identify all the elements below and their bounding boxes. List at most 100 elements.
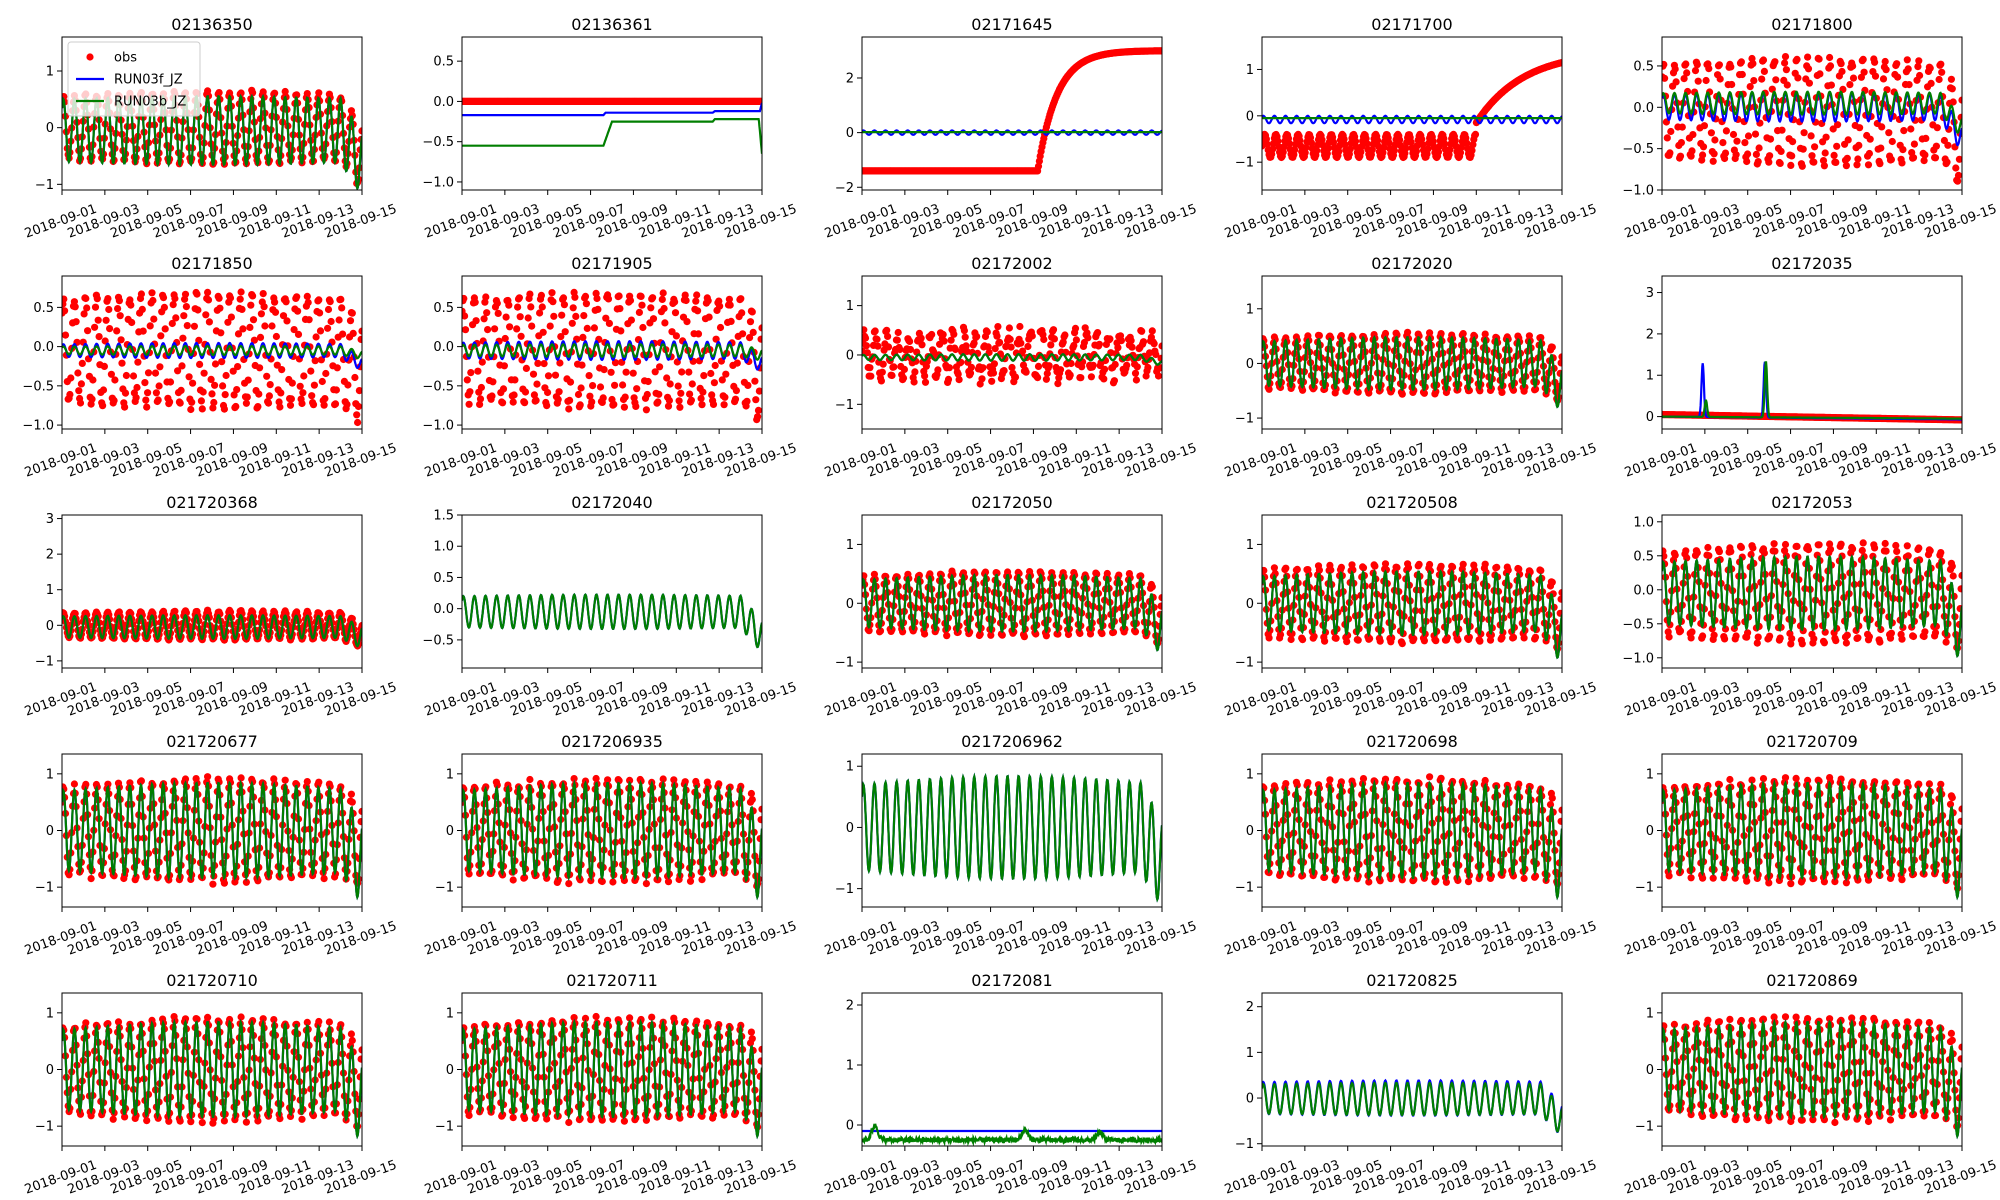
obs-point — [305, 316, 313, 324]
obs-point — [1313, 147, 1321, 155]
subplot-02172020: 02172020−1012018-09-012018-09-032018-09-… — [1223, 254, 1599, 481]
obs-point — [1359, 564, 1368, 572]
obs-point — [307, 367, 315, 375]
obs-point — [1008, 363, 1016, 372]
obs-point — [726, 301, 734, 309]
obs-point — [1705, 552, 1713, 560]
axes-frame — [1661, 36, 1963, 191]
obs-point — [1937, 60, 1945, 68]
obs-point — [983, 328, 991, 336]
y-tick-label: −1.0 — [22, 419, 54, 434]
obs-point — [278, 366, 286, 374]
obs-point — [721, 393, 729, 401]
obs-point — [862, 334, 870, 342]
obs-point — [110, 396, 118, 405]
obs-point — [574, 390, 583, 399]
obs-point — [243, 393, 251, 401]
obs-point — [1821, 149, 1829, 157]
obs-point — [332, 386, 340, 394]
obs-point — [867, 372, 875, 380]
obs-point — [1103, 569, 1111, 578]
obs-point — [1011, 373, 1020, 381]
obs-point — [358, 127, 362, 135]
obs-point — [566, 378, 575, 386]
obs-point — [1808, 152, 1816, 160]
obs-point — [166, 378, 175, 386]
obs-point — [1110, 377, 1118, 385]
obs-point — [1954, 177, 1962, 185]
obs-point — [1783, 81, 1791, 89]
obs-point — [744, 381, 752, 389]
obs-point — [287, 395, 295, 403]
obs-point — [1443, 634, 1451, 642]
obs-point — [1093, 570, 1101, 578]
obs-point — [132, 394, 140, 402]
obs-point — [1729, 130, 1738, 139]
obs-point — [626, 296, 635, 305]
obs-point — [1900, 127, 1908, 135]
obs-point — [1157, 354, 1162, 362]
subplot-02172040: 02172040−0.50.00.51.01.52018-09-012018-0… — [422, 493, 798, 720]
obs-point — [474, 367, 482, 375]
run03b-line — [1662, 90, 1962, 134]
obs-point — [733, 359, 741, 367]
obs-point — [1064, 630, 1073, 639]
obs-point — [1270, 564, 1278, 572]
obs-point — [1752, 150, 1760, 158]
obs-point — [1920, 157, 1928, 165]
obs-point — [1332, 634, 1340, 642]
axes-frame — [461, 36, 763, 191]
obs-point — [1931, 154, 1940, 162]
obs-point — [1393, 563, 1401, 572]
obs-point — [549, 298, 557, 306]
obs-point — [1842, 162, 1850, 170]
obs-point — [93, 295, 101, 303]
y-tick-label: −1 — [1235, 156, 1254, 171]
obs-point — [746, 318, 755, 326]
obs-point — [1318, 136, 1326, 144]
obs-point — [1429, 137, 1437, 145]
y-tick-label: 0 — [1246, 109, 1254, 124]
obs-point — [649, 315, 658, 323]
obs-point — [197, 397, 205, 405]
obs-point — [537, 291, 546, 299]
obs-point — [217, 329, 225, 337]
obs-point — [1947, 75, 1955, 83]
obs-point — [894, 328, 902, 337]
obs-point — [211, 360, 220, 368]
obs-point — [1144, 363, 1152, 372]
obs-point — [527, 303, 535, 311]
obs-point — [113, 327, 121, 335]
obs-point — [1793, 55, 1801, 64]
obs-point — [178, 362, 186, 370]
obs-point — [994, 323, 1002, 331]
obs-point — [67, 374, 75, 382]
obs-point — [664, 402, 673, 410]
obs-point — [277, 389, 285, 397]
obs-point — [1276, 631, 1285, 639]
obs-point — [208, 390, 216, 398]
obs-point — [1357, 148, 1365, 156]
obs-point — [1302, 143, 1310, 152]
obs-point — [205, 318, 213, 326]
obs-point — [694, 307, 702, 315]
run03b-line — [462, 118, 762, 154]
y-tick-label: −1.0 — [422, 419, 454, 434]
obs-point — [538, 303, 546, 311]
legend-box — [67, 41, 201, 117]
obs-point — [509, 398, 517, 406]
obs-point — [1800, 129, 1808, 137]
obs-point — [1531, 385, 1540, 393]
obs-point — [309, 401, 318, 409]
obs-point — [1006, 335, 1014, 343]
y-tick-label: 2 — [846, 71, 854, 86]
obs-point — [1481, 560, 1489, 568]
obs-point — [1481, 330, 1489, 338]
obs-point — [921, 630, 929, 638]
obs-point — [502, 313, 510, 321]
obs-point — [483, 309, 491, 317]
obs-point — [1558, 59, 1562, 67]
obs-point — [1732, 151, 1740, 159]
obs-point — [1114, 344, 1122, 352]
obs-point — [561, 328, 569, 336]
